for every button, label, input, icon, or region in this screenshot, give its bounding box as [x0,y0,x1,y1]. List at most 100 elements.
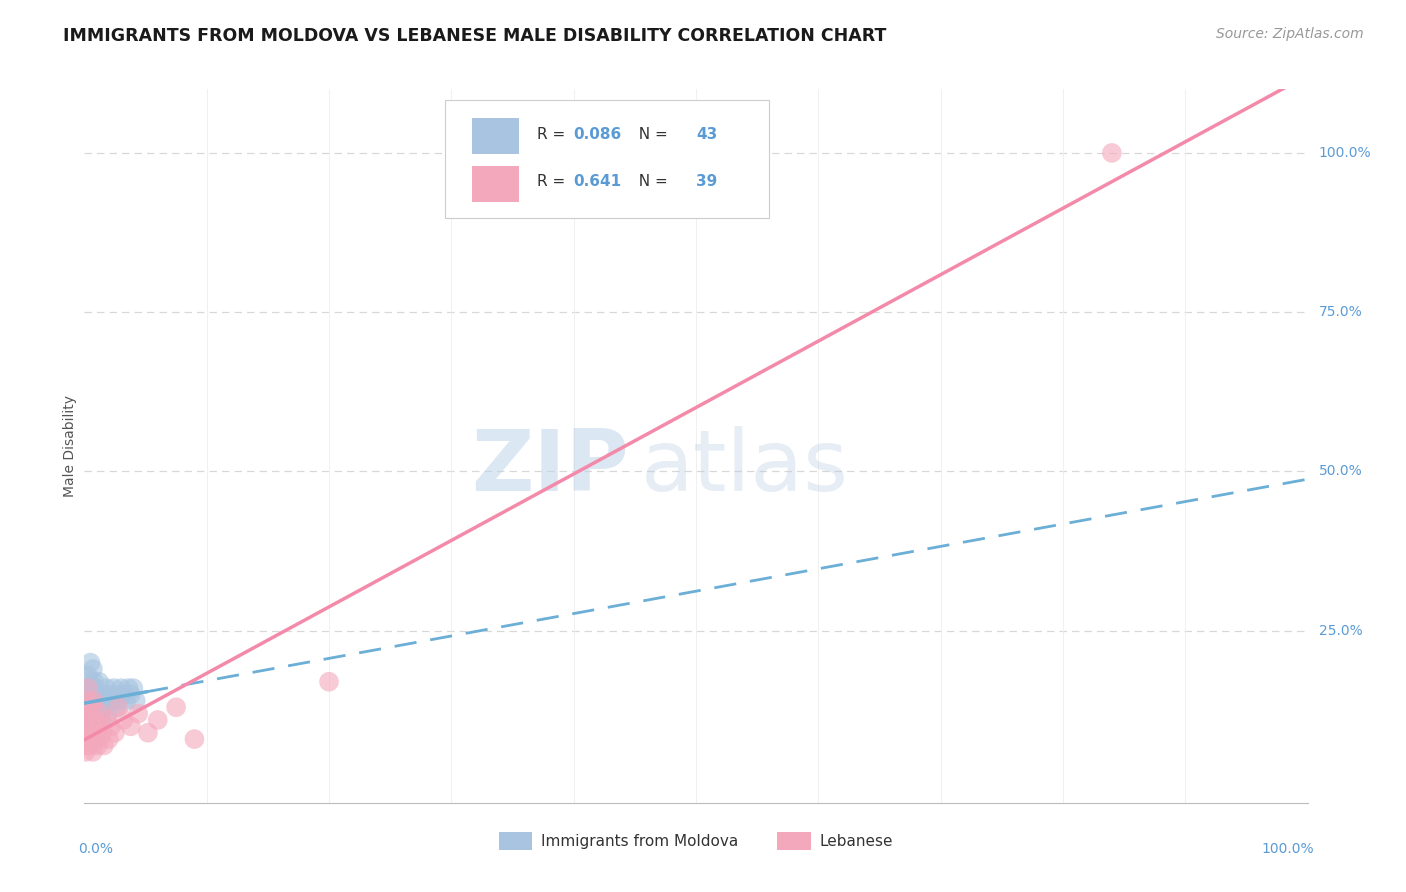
Point [77,694,100,708]
Bar [472,119,519,154]
Point [117,681,139,695]
Point [97,706,120,721]
Point [104,725,127,739]
Text: 50.0%: 50.0% [1319,465,1362,478]
Text: 43: 43 [696,127,717,142]
Point [183,732,205,747]
Text: 100.0%: 100.0% [1261,842,1313,856]
Point [112,688,135,702]
Point [89,700,111,714]
Point [107,694,129,708]
Point [82,694,104,708]
Point [77,694,100,708]
Point [77,674,100,689]
Point [77,725,100,739]
Point [120,688,142,702]
Text: 39: 39 [696,175,717,189]
Point [103,681,125,695]
Point [91,688,114,702]
Text: 75.0%: 75.0% [1319,305,1362,319]
Point [97,688,120,702]
Text: ZIP: ZIP [471,425,628,509]
Point [112,713,135,727]
Point [76,732,98,747]
Point [90,706,112,721]
Point [165,700,187,714]
Point [82,719,104,733]
Point [76,681,98,695]
FancyBboxPatch shape [446,100,769,218]
Text: 25.0%: 25.0% [1319,624,1362,638]
Text: N =: N = [628,127,672,142]
Point [115,694,138,708]
Point [77,706,100,721]
Y-axis label: Male Disability: Male Disability [63,395,77,497]
Point [79,713,101,727]
Point [80,700,103,714]
Point [86,719,108,733]
Text: 0.086: 0.086 [574,127,621,142]
Point [76,700,98,714]
Point [86,713,108,727]
Point [105,688,128,702]
Point [110,681,132,695]
Point [97,732,120,747]
Point [89,732,111,747]
Point [87,739,110,753]
Legend: Immigrants from Moldova, Lebanese: Immigrants from Moldova, Lebanese [492,826,900,855]
Bar [472,166,519,202]
Point [80,732,103,747]
Point [125,694,148,708]
Point [82,719,104,733]
Point [80,681,103,695]
Text: R =: R = [537,175,569,189]
Point [83,694,105,708]
Point [146,713,169,727]
Point [79,688,101,702]
Point [87,674,110,689]
Point [100,719,122,733]
Point [83,700,105,714]
Point [77,706,100,721]
Point [107,700,129,714]
Point [84,706,107,721]
Point [93,700,115,714]
Point [96,681,118,695]
Text: R =: R = [537,127,569,142]
Point [100,694,122,708]
Point [93,739,115,753]
Point [77,681,100,695]
Point [87,719,110,733]
Point [87,694,110,708]
Point [79,739,101,753]
Point [122,681,145,695]
Point [318,674,340,689]
Point [76,719,98,733]
Point [79,656,101,670]
Point [82,745,104,759]
Point [84,681,107,695]
Point [1101,145,1123,160]
Text: 0.0%: 0.0% [79,842,114,856]
Point [80,713,103,727]
Point [77,739,100,753]
Text: Source: ZipAtlas.com: Source: ZipAtlas.com [1216,27,1364,41]
Point [90,713,112,727]
Point [105,700,128,714]
Text: N =: N = [628,175,672,189]
Text: 100.0%: 100.0% [1319,146,1371,160]
Point [127,706,149,721]
Point [83,674,105,689]
Point [82,662,104,676]
Point [136,725,159,739]
Text: 0.641: 0.641 [574,175,621,189]
Text: atlas: atlas [641,425,849,509]
Point [96,713,118,727]
Point [84,732,107,747]
Point [75,700,97,714]
Point [77,725,100,739]
Text: IMMIGRANTS FROM MOLDOVA VS LEBANESE MALE DISABILITY CORRELATION CHART: IMMIGRANTS FROM MOLDOVA VS LEBANESE MALE… [63,27,887,45]
Point [120,719,142,733]
Point [77,668,100,682]
Point [91,725,114,739]
